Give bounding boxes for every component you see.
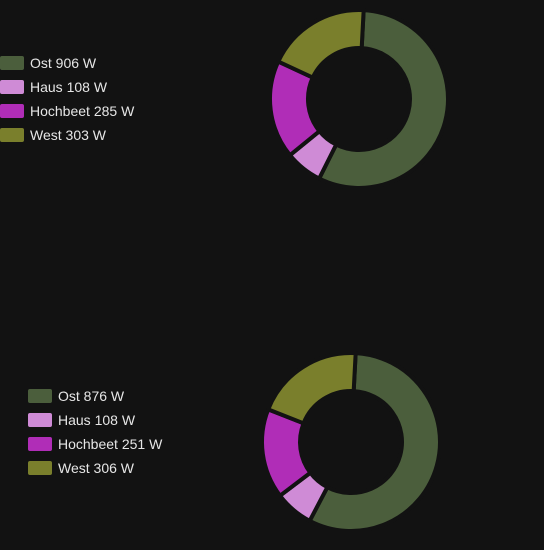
chart-legend: Ost 906 W Haus 108 W Hochbeet 285 W West… [0, 51, 134, 147]
legend-swatch [28, 413, 52, 427]
legend-item-west[interactable]: West 306 W [28, 456, 162, 480]
legend-item-haus[interactable]: Haus 108 W [28, 408, 162, 432]
legend-swatch [0, 80, 24, 94]
legend-item-west[interactable]: West 303 W [0, 123, 134, 147]
donut-chart [268, 8, 450, 190]
chart-legend: Ost 876 W Haus 108 W Hochbeet 251 W West… [28, 384, 162, 480]
donut-chart [260, 351, 442, 533]
power-donut-panel-2: Ost 876 W Haus 108 W Hochbeet 251 W West… [0, 275, 544, 550]
legend-label: Hochbeet 285 W [30, 103, 135, 119]
legend-item-haus[interactable]: Haus 108 W [0, 75, 134, 99]
legend-swatch [0, 104, 24, 118]
legend-swatch [28, 461, 52, 475]
legend-label: West 303 W [30, 127, 106, 143]
legend-item-hochbeet[interactable]: Hochbeet 285 W [0, 99, 134, 123]
donut-slice-ost[interactable] [317, 8, 450, 190]
legend-label: Ost 876 W [58, 388, 125, 404]
legend-label: Hochbeet 251 W [58, 436, 163, 452]
legend-swatch [28, 389, 52, 403]
legend-label: West 306 W [58, 460, 134, 476]
legend-swatch [0, 128, 24, 142]
legend-label: Ost 906 W [30, 55, 97, 71]
legend-swatch [0, 56, 24, 70]
legend-swatch [28, 437, 52, 451]
legend-item-ost[interactable]: Ost 906 W [0, 51, 134, 75]
donut-slice-west[interactable] [266, 351, 358, 426]
donut-slice-west[interactable] [276, 8, 366, 80]
legend-item-ost[interactable]: Ost 876 W [28, 384, 162, 408]
legend-item-hochbeet[interactable]: Hochbeet 251 W [28, 432, 162, 456]
legend-label: Haus 108 W [58, 412, 136, 428]
power-donut-panel-1: Ost 906 W Haus 108 W Hochbeet 285 W West… [0, 8, 450, 190]
donut-slice-ost[interactable] [307, 351, 442, 533]
legend-label: Haus 108 W [30, 79, 108, 95]
